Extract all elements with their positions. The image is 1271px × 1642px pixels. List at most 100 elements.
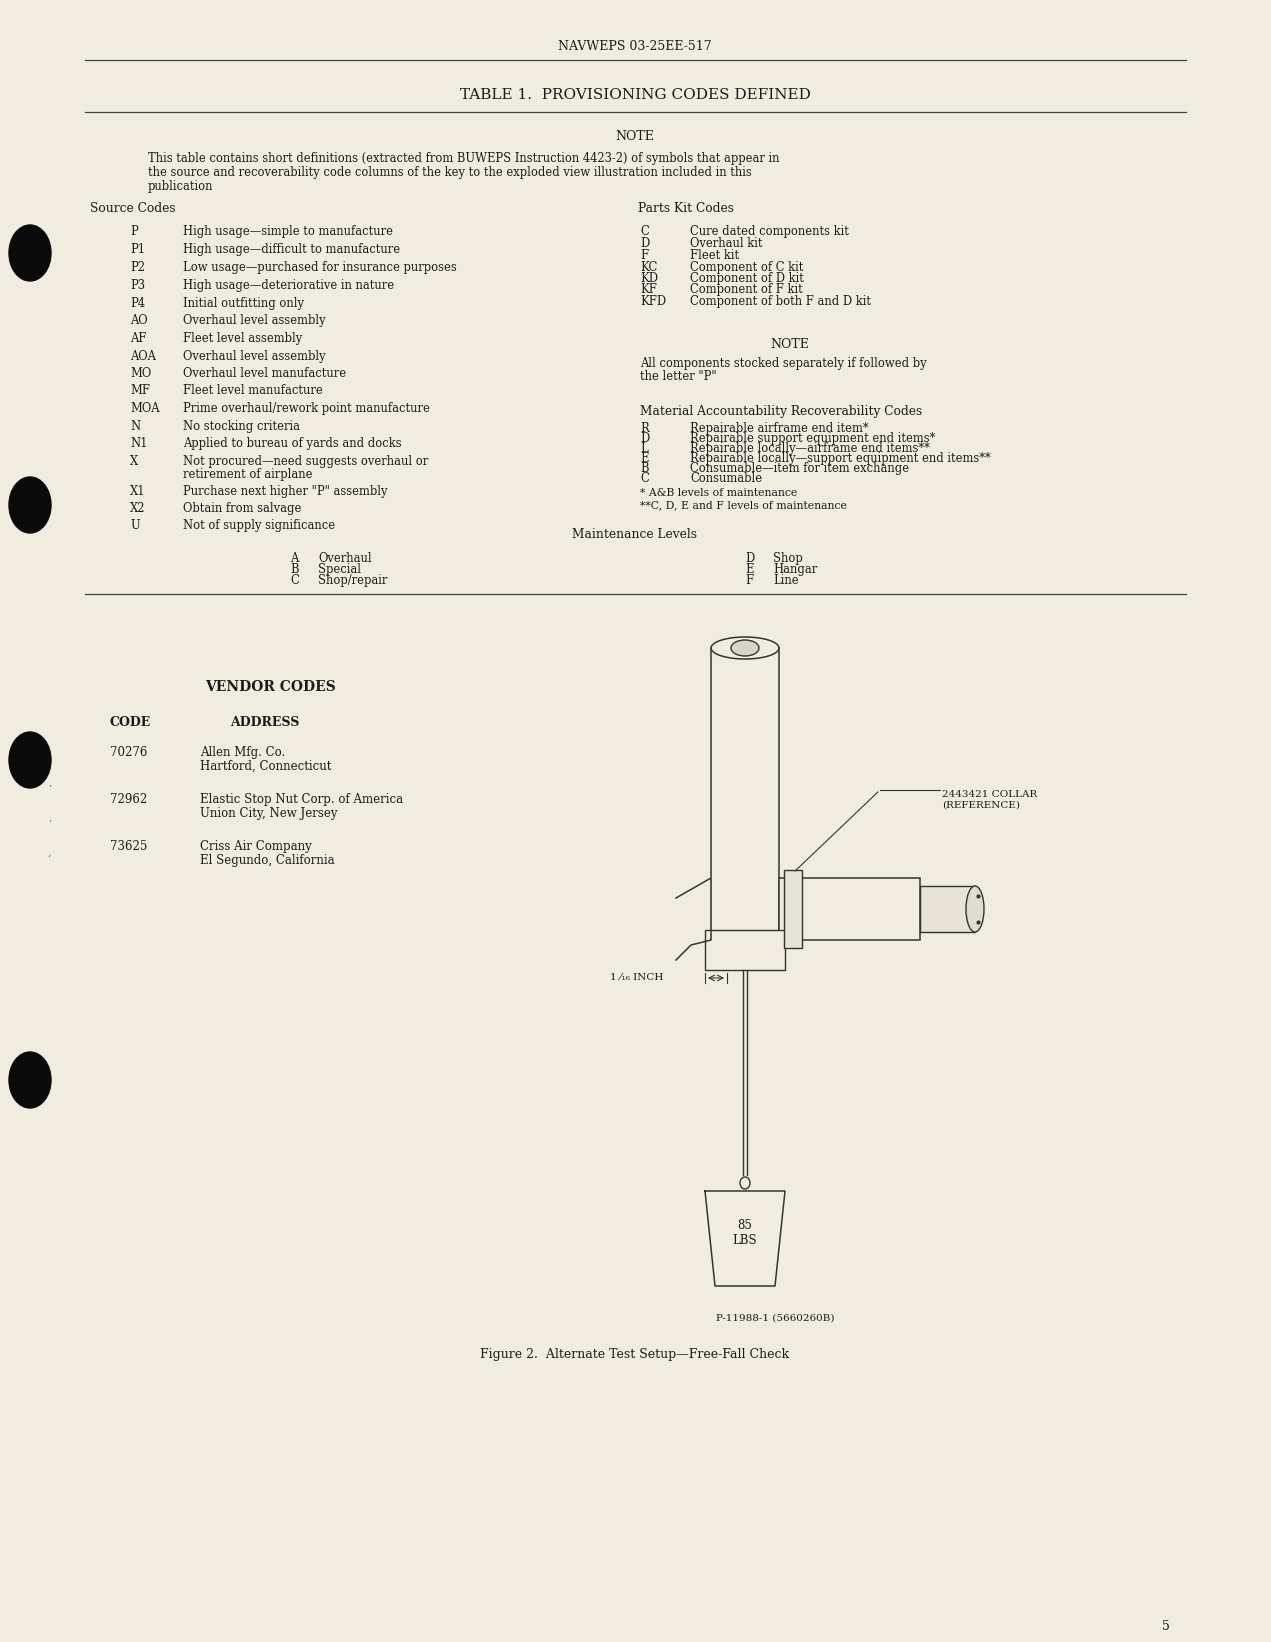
Text: * A&B levels of maintenance: * A&B levels of maintenance [641, 488, 797, 498]
Text: AOA: AOA [130, 350, 156, 363]
Text: Shop/repair: Shop/repair [318, 575, 388, 586]
Bar [779, 878, 920, 939]
Text: Criss Air Company: Criss Air Company [200, 841, 311, 852]
Text: High usage—deteriorative in nature: High usage—deteriorative in nature [183, 279, 394, 292]
Text: Parts Kit Codes: Parts Kit Codes [638, 202, 733, 215]
Text: Repairable airframe end item*: Repairable airframe end item* [690, 422, 868, 435]
Text: Component of both F and D kit: Component of both F and D kit [690, 296, 871, 309]
Text: 73625: 73625 [111, 841, 147, 852]
Text: the source and recoverability code columns of the key to the exploded view illus: the source and recoverability code colum… [147, 166, 751, 179]
Text: F: F [745, 575, 754, 586]
Text: the letter "P": the letter "P" [641, 369, 717, 383]
Text: High usage—difficult to manufacture: High usage—difficult to manufacture [183, 243, 400, 256]
Text: P1: P1 [130, 243, 145, 256]
Text: Not of supply significance: Not of supply significance [183, 519, 336, 532]
Text: Initial outfitting only: Initial outfitting only [183, 297, 304, 310]
Text: Component of C kit: Component of C kit [690, 261, 803, 274]
Text: B: B [290, 563, 299, 576]
Text: publication: publication [147, 181, 214, 194]
Text: Source Codes: Source Codes [90, 202, 175, 215]
Text: High usage—simple to manufacture: High usage—simple to manufacture [183, 225, 393, 238]
Text: D: D [641, 432, 649, 445]
Text: Obtain from salvage: Obtain from salvage [183, 502, 301, 516]
Text: 72962: 72962 [111, 793, 147, 806]
Text: NOTE: NOTE [770, 338, 810, 351]
Ellipse shape [9, 476, 51, 534]
Text: C: C [641, 225, 648, 238]
Ellipse shape [966, 887, 984, 933]
Text: C: C [290, 575, 299, 586]
Text: 2443421 COLLAR
(REFERENCE): 2443421 COLLAR (REFERENCE) [942, 790, 1037, 810]
Text: Low usage—purchased for insurance purposes: Low usage—purchased for insurance purpos… [183, 261, 456, 274]
Ellipse shape [9, 1053, 51, 1108]
Text: Repairable locally—airframe end items**: Repairable locally—airframe end items** [690, 442, 930, 455]
Bar [705, 929, 785, 970]
Ellipse shape [740, 1177, 750, 1189]
Text: Elastic Stop Nut Corp. of America: Elastic Stop Nut Corp. of America [200, 793, 403, 806]
Text: N1: N1 [130, 437, 147, 450]
Text: Overhaul: Overhaul [318, 552, 371, 565]
Text: Line: Line [773, 575, 798, 586]
Text: E: E [745, 563, 754, 576]
Text: Figure 2.  Alternate Test Setup—Free-Fall Check: Figure 2. Alternate Test Setup—Free-Fall… [480, 1348, 789, 1361]
Text: L: L [641, 442, 648, 455]
Bar [710, 649, 779, 939]
Text: P3: P3 [130, 279, 145, 292]
Text: NAVWEPS 03-25EE-517: NAVWEPS 03-25EE-517 [558, 39, 712, 53]
Text: X2: X2 [130, 502, 145, 516]
Text: AO: AO [130, 314, 147, 327]
Text: No stocking criteria: No stocking criteria [183, 420, 300, 433]
Text: D: D [745, 552, 754, 565]
Text: Consumable—item for item exchange: Consumable—item for item exchange [690, 461, 909, 475]
Text: Repairable locally—support equipment end items**: Repairable locally—support equipment end… [690, 452, 991, 465]
Text: Cure dated components kit: Cure dated components kit [690, 225, 849, 238]
Text: P-11988-1 (5660260B): P-11988-1 (5660260B) [716, 1314, 834, 1323]
Text: Not procured—need suggests overhaul or: Not procured—need suggests overhaul or [183, 455, 428, 468]
Text: KFD: KFD [641, 296, 666, 309]
Text: Maintenance Levels: Maintenance Levels [572, 529, 698, 540]
Text: AF: AF [130, 332, 146, 345]
Text: Applied to bureau of yards and docks: Applied to bureau of yards and docks [183, 437, 402, 450]
Text: Union City, New Jersey: Union City, New Jersey [200, 806, 338, 819]
Text: retirement of airplane: retirement of airplane [183, 468, 313, 481]
Polygon shape [705, 1190, 785, 1286]
Text: Repairable support equipment end items*: Repairable support equipment end items* [690, 432, 935, 445]
Text: Overhaul level manufacture: Overhaul level manufacture [183, 368, 346, 379]
Text: P2: P2 [130, 261, 145, 274]
Text: X1: X1 [130, 484, 146, 498]
Ellipse shape [731, 640, 759, 657]
Polygon shape [676, 878, 710, 961]
Text: F: F [641, 250, 648, 263]
Text: Prime overhaul/rework point manufacture: Prime overhaul/rework point manufacture [183, 402, 430, 415]
Text: 5: 5 [1162, 1621, 1171, 1634]
Text: Hangar: Hangar [773, 563, 817, 576]
Text: KD: KD [641, 273, 658, 286]
Text: Fleet kit: Fleet kit [690, 250, 740, 263]
Text: X: X [130, 455, 139, 468]
Text: Fleet level manufacture: Fleet level manufacture [183, 384, 323, 397]
Text: KF: KF [641, 282, 657, 296]
Text: A: A [290, 552, 299, 565]
Text: This table contains short definitions (extracted from BUWEPS Instruction 4423-2): This table contains short definitions (e… [147, 153, 779, 164]
Text: ’: ’ [48, 819, 51, 829]
Text: Consumable: Consumable [690, 471, 763, 484]
Text: 85
LBS: 85 LBS [732, 1218, 758, 1246]
Text: B: B [641, 461, 648, 475]
Text: All components stocked separately if followed by: All components stocked separately if fol… [641, 356, 927, 369]
Text: NOTE: NOTE [615, 130, 655, 143]
Bar [784, 870, 802, 947]
Text: VENDOR CODES: VENDOR CODES [205, 680, 336, 695]
Text: Shop: Shop [773, 552, 803, 565]
Text: **C, D, E and F levels of maintenance: **C, D, E and F levels of maintenance [641, 501, 846, 511]
Text: Component of D kit: Component of D kit [690, 273, 803, 286]
Text: Fleet level assembly: Fleet level assembly [183, 332, 302, 345]
Text: R: R [641, 422, 648, 435]
Text: KC: KC [641, 261, 657, 274]
Text: U: U [130, 519, 140, 532]
Text: Overhaul kit: Overhaul kit [690, 236, 763, 250]
Text: E: E [641, 452, 648, 465]
Text: CODE: CODE [111, 716, 151, 729]
Text: 1 ⁄₁₆ INCH: 1 ⁄₁₆ INCH [610, 974, 663, 982]
Text: C: C [641, 471, 648, 484]
Ellipse shape [710, 637, 779, 658]
